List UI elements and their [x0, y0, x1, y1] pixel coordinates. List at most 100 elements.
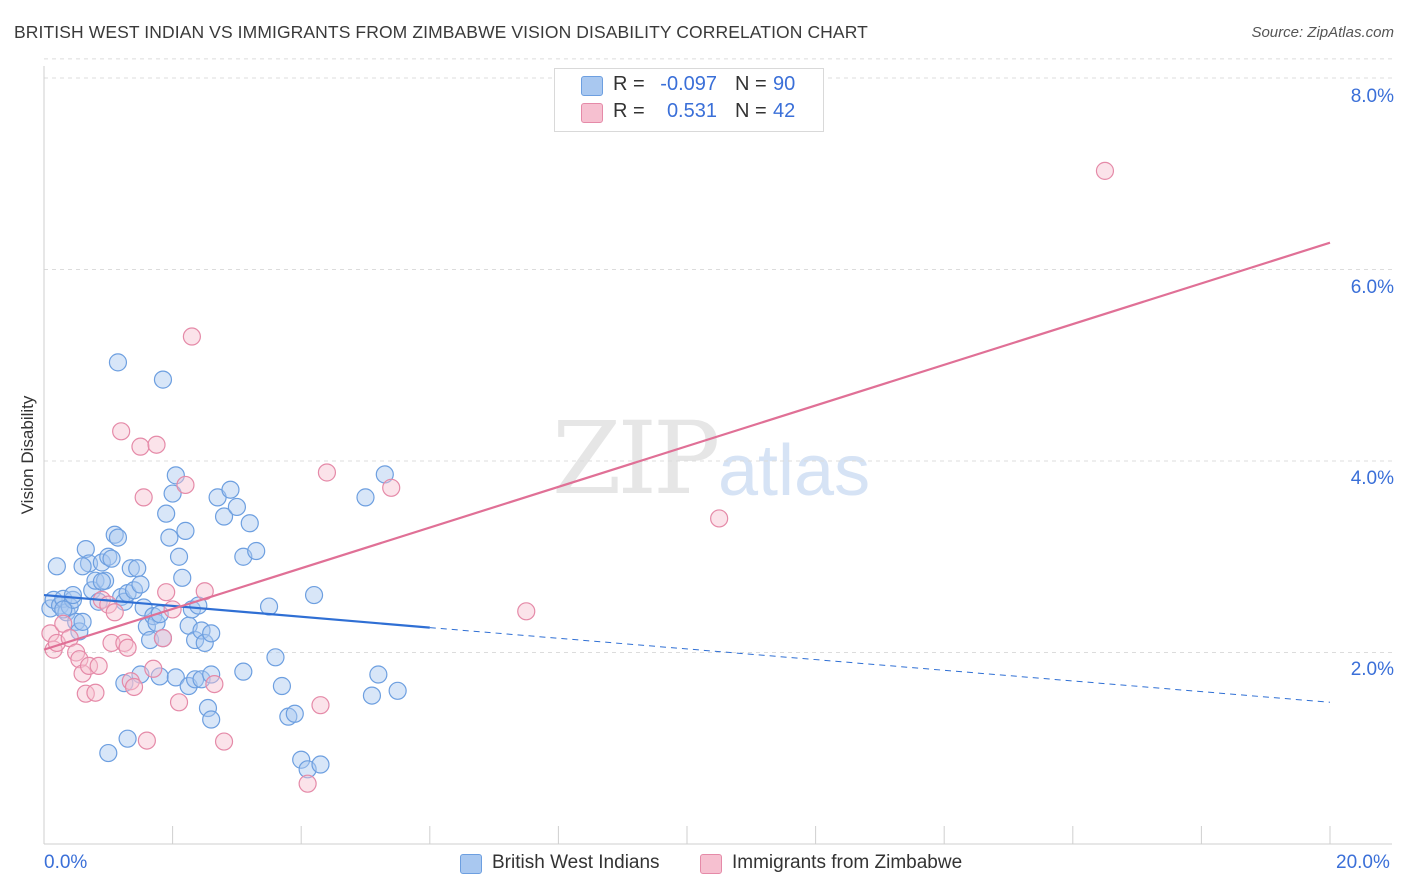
point-british-west-indians: [121, 559, 140, 578]
legend-swatch-pink: [700, 854, 722, 874]
point-british-west-indians: [240, 514, 259, 533]
point-british-west-indians: [105, 525, 124, 544]
n-label: N =: [735, 100, 767, 122]
y-axis-label: Vision Disability: [18, 395, 37, 515]
point-immigrants-zimbabwe: [112, 422, 131, 441]
point-british-west-indians: [214, 507, 234, 526]
point-immigrants-zimbabwe: [134, 488, 153, 507]
point-immigrants-zimbabwe: [121, 672, 140, 691]
point-british-west-indians: [202, 665, 221, 684]
point-immigrants-zimbabwe: [70, 650, 89, 669]
point-british-west-indians: [92, 572, 111, 591]
y-tick-label: 4.0%: [1350, 468, 1394, 489]
point-british-west-indians: [247, 541, 266, 561]
point-immigrants-zimbabwe: [89, 656, 108, 676]
point-british-west-indians: [369, 665, 388, 684]
point-british-west-indians: [63, 585, 83, 605]
correlation-legend: R = -0.097 N = 90 R = 0.531 N = 42: [554, 68, 824, 132]
point-immigrants-zimbabwe: [137, 731, 156, 750]
legend-label: British West Indians: [492, 852, 660, 873]
point-british-west-indians: [198, 698, 218, 718]
point-british-west-indians: [157, 504, 176, 523]
point-immigrants-zimbabwe: [105, 603, 124, 622]
point-british-west-indians: [86, 571, 105, 590]
point-british-west-indians: [108, 353, 128, 372]
trendline-british-west-indians-extension: [429, 627, 1331, 703]
point-immigrants-zimbabwe: [205, 674, 224, 694]
x-tick-label-min: 0.0%: [44, 852, 88, 873]
point-immigrants-zimbabwe: [147, 435, 166, 454]
point-immigrants-zimbabwe: [311, 696, 330, 715]
r-value: 0.531: [666, 100, 717, 122]
r-label: R =: [613, 100, 645, 122]
point-british-west-indians: [176, 521, 195, 540]
r-value: -0.097: [660, 73, 717, 95]
point-british-west-indians: [362, 686, 382, 705]
point-british-west-indians: [108, 528, 128, 547]
point-immigrants-zimbabwe: [382, 478, 401, 497]
point-british-west-indians: [47, 557, 66, 576]
point-british-west-indians: [102, 549, 121, 568]
legend-swatch-pink: [581, 103, 603, 123]
point-british-west-indians: [166, 668, 185, 687]
point-british-west-indians: [304, 585, 324, 605]
point-british-west-indians: [99, 743, 118, 763]
trendline-immigrants-zimbabwe: [43, 241, 1331, 651]
point-immigrants-zimbabwe: [86, 683, 105, 702]
n-label: N =: [735, 73, 767, 95]
point-british-west-indians: [202, 710, 221, 729]
point-british-west-indians: [153, 370, 173, 389]
watermark-zip: ZIP: [552, 400, 720, 517]
point-immigrants-zimbabwe: [124, 677, 144, 697]
point-immigrants-zimbabwe: [131, 437, 150, 456]
point-british-west-indians: [227, 497, 246, 517]
y-tick-label: 2.0%: [1350, 659, 1394, 680]
point-british-west-indians: [73, 612, 92, 631]
point-immigrants-zimbabwe: [214, 732, 234, 751]
legend-swatch-blue: [581, 76, 603, 96]
point-british-west-indians: [163, 484, 182, 503]
point-immigrants-zimbabwe: [710, 509, 729, 528]
point-british-west-indians: [221, 480, 240, 499]
point-british-west-indians: [388, 681, 407, 700]
point-british-west-indians: [70, 622, 89, 641]
chart-title: BRITISH WEST INDIAN VS IMMIGRANTS FROM Z…: [14, 22, 868, 42]
point-immigrants-zimbabwe: [76, 684, 95, 703]
point-british-west-indians: [76, 539, 95, 559]
point-british-west-indians: [166, 466, 185, 485]
point-british-west-indians: [128, 559, 147, 578]
point-british-west-indians: [311, 755, 330, 774]
point-british-west-indians: [292, 750, 311, 769]
y-tick-label: 6.0%: [1350, 277, 1394, 298]
point-british-west-indians: [115, 674, 134, 693]
n-value: 42: [773, 100, 796, 122]
point-british-west-indians: [131, 575, 150, 594]
legend-label: Immigrants from Zimbabwe: [732, 852, 963, 873]
point-british-west-indians: [160, 528, 179, 547]
point-british-west-indians: [202, 624, 221, 643]
point-immigrants-zimbabwe: [118, 638, 137, 657]
point-immigrants-zimbabwe: [1095, 161, 1115, 180]
point-british-west-indians: [99, 547, 118, 566]
point-immigrants-zimbabwe: [157, 583, 176, 602]
point-british-west-indians: [285, 704, 304, 723]
point-british-west-indians: [234, 662, 253, 681]
point-british-west-indians: [118, 729, 137, 748]
r-label: R =: [613, 73, 645, 95]
point-british-west-indians: [356, 488, 375, 507]
y-tick-label: 8.0%: [1350, 86, 1394, 107]
legend-row-british-west-indians: R = -0.097 N = 90: [555, 73, 823, 99]
point-immigrants-zimbabwe: [182, 327, 201, 346]
legend-row-immigrants-zimbabwe: R = 0.531 N = 42: [555, 100, 823, 126]
point-british-west-indians: [54, 600, 73, 619]
point-british-west-indians: [63, 590, 83, 609]
point-immigrants-zimbabwe: [298, 774, 317, 793]
point-british-west-indians: [272, 676, 292, 696]
point-british-west-indians: [73, 557, 92, 576]
trendline-british-west-indians: [43, 593, 430, 629]
point-british-west-indians: [266, 648, 285, 667]
point-immigrants-zimbabwe: [79, 656, 99, 676]
point-immigrants-zimbabwe: [176, 475, 195, 495]
point-immigrants-zimbabwe: [517, 602, 536, 621]
